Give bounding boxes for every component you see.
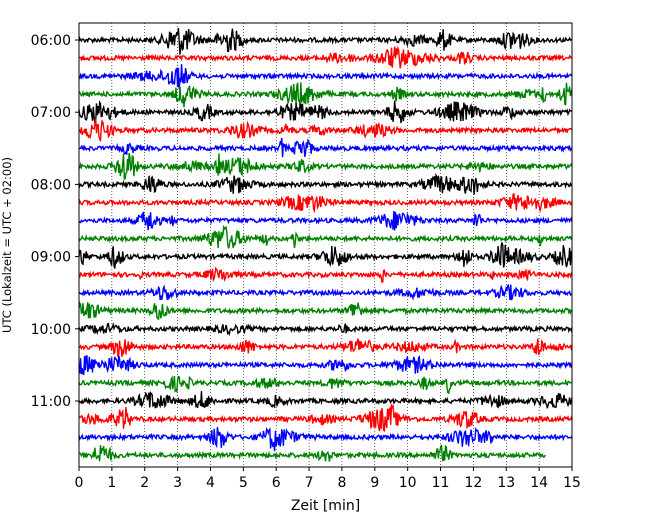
x-tick-label: 9 — [370, 475, 379, 491]
trace-0900 — [78, 242, 573, 269]
y-tick-label: 06:00 — [31, 33, 71, 49]
trace-0700 — [78, 99, 573, 125]
trace-0615 — [78, 45, 573, 69]
trace-0645 — [78, 82, 573, 108]
x-tick-label: 6 — [272, 475, 281, 491]
trace-0730 — [78, 137, 573, 158]
trace-1145 — [78, 444, 546, 462]
y-tick-label: 08:00 — [31, 177, 71, 193]
trace-0745 — [78, 152, 573, 181]
x-tick-label: 3 — [173, 475, 182, 491]
y-axis-ticks: 06:00 07:00 08:00 09:00 10:00 11:00 — [31, 33, 79, 410]
trace-0830 — [78, 210, 573, 231]
trace-0915 — [78, 266, 573, 284]
y-tick-label: 10:00 — [31, 322, 71, 338]
traces — [78, 27, 573, 462]
x-tick-label: 15 — [563, 475, 581, 491]
x-tick-label: 7 — [305, 475, 314, 491]
x-tick-label: 8 — [337, 475, 346, 491]
trace-0945 — [78, 301, 573, 321]
x-tick-label: 12 — [464, 475, 482, 491]
trace-0930 — [78, 284, 573, 301]
y-tick-label: 11:00 — [31, 394, 71, 410]
trace-1015 — [78, 338, 573, 358]
y-tick-label: 07:00 — [31, 105, 71, 121]
trace-0815 — [78, 193, 573, 214]
x-axis-ticks: 0 1 2 3 4 5 6 7 8 9 10 11 12 13 14 15 — [75, 467, 581, 491]
trace-1045 — [78, 375, 573, 395]
x-tick-label: 0 — [75, 475, 84, 491]
trace-1130 — [78, 426, 573, 452]
x-axis-label: Zeit [min] — [291, 498, 360, 514]
x-tick-label: 11 — [432, 475, 450, 491]
y-tick-label: 09:00 — [31, 250, 71, 266]
x-tick-label: 14 — [530, 475, 548, 491]
trace-0600 — [78, 27, 573, 55]
trace-0630 — [78, 64, 573, 90]
x-tick-label: 4 — [206, 475, 215, 491]
trace-0715 — [78, 118, 573, 142]
trace-1115 — [78, 404, 573, 433]
x-tick-label: 13 — [497, 475, 515, 491]
x-tick-label: 1 — [107, 475, 116, 491]
plot-frame — [78, 22, 573, 468]
trace-1100 — [78, 391, 573, 409]
x-tick-label: 5 — [239, 475, 248, 491]
trace-0800 — [78, 172, 573, 195]
x-tick-label: 2 — [140, 475, 149, 491]
trace-1000 — [78, 322, 573, 337]
y-axis-label: UTC (Lokalzeit = UTC + 02:00) — [0, 157, 14, 333]
x-tick-label: 10 — [399, 475, 417, 491]
trace-0845 — [78, 224, 573, 249]
trace-1030 — [78, 355, 573, 376]
